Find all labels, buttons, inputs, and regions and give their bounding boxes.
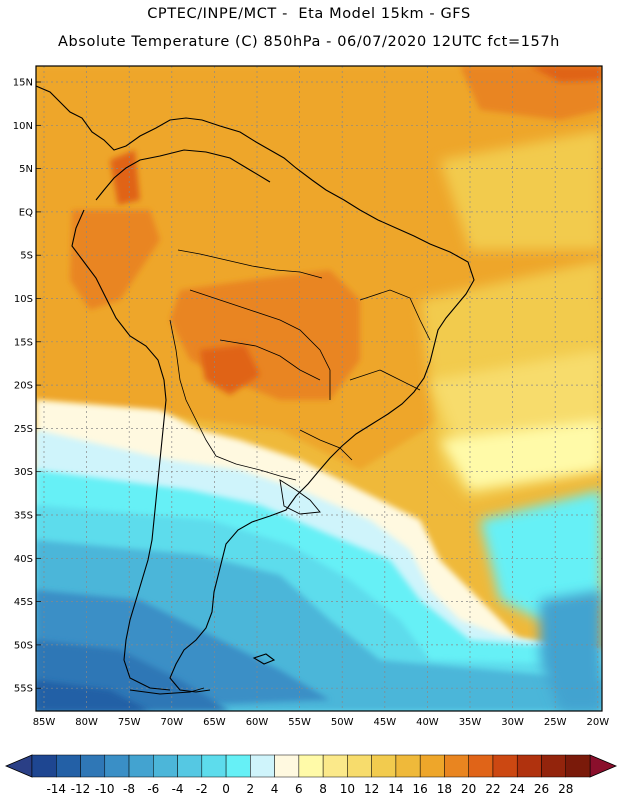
lat-label: 55S <box>14 684 33 695</box>
lat-label: 35S <box>14 511 33 522</box>
colorbar-label: 26 <box>534 782 549 796</box>
lon-label: 35W <box>459 717 482 728</box>
colorbar-swatch <box>104 754 130 778</box>
map-frame <box>35 65 603 712</box>
colorbar-swatch <box>395 754 421 778</box>
lat-label: EQ <box>19 207 33 218</box>
colorbar-swatch <box>347 754 372 778</box>
colorbar-swatch <box>153 754 178 778</box>
colorbar-label: 18 <box>437 782 452 796</box>
colorbar-swatch <box>516 754 542 778</box>
lon-label: 65W <box>203 717 226 728</box>
chart-subtitle: Absolute Temperature (C) 850hPa - 06/07/… <box>58 34 560 50</box>
lat-label: 45S <box>14 597 33 608</box>
colorbar-label: 4 <box>271 782 279 796</box>
colorbar-swatch <box>31 754 57 778</box>
colorbar-label: 16 <box>413 782 428 796</box>
colorbar-swatch <box>274 754 300 778</box>
coastlines <box>36 85 475 695</box>
colorbar-label: 24 <box>510 782 525 796</box>
lon-label: 40W <box>416 717 439 728</box>
colorbar-label: 0 <box>222 782 230 796</box>
lon-label: 45W <box>373 717 396 728</box>
lat-label: 5N <box>19 164 33 175</box>
lon-label: 80W <box>75 717 98 728</box>
colorbar-low-arrow <box>4 754 33 778</box>
colorbar-label: 22 <box>485 782 500 796</box>
lon-label: 20W <box>586 717 609 728</box>
colorbar-label: -14 <box>46 782 66 796</box>
colorbar-label: 14 <box>388 782 403 796</box>
colorbar-label: -12 <box>71 782 91 796</box>
lat-label: 40S <box>14 554 33 565</box>
colorbar-swatch <box>177 754 203 778</box>
lat-label: 30S <box>14 467 33 478</box>
colorbar-swatch <box>298 754 324 778</box>
lon-label: 50W <box>331 717 354 728</box>
lon-label: 30W <box>501 717 524 728</box>
colorbar-high-arrow <box>589 754 618 778</box>
colorbar-swatch <box>201 754 227 778</box>
colorbar-label: 2 <box>247 782 255 796</box>
latitude-labels: 15N 10N 5N EQ 5S 10S 15S 20S 25S 30S 35S 40S 45S 50S 5… <box>13 78 33 695</box>
lon-label: 70W <box>160 717 183 728</box>
colorbar-label: -4 <box>172 782 184 796</box>
colorbar-swatch <box>492 754 518 778</box>
colorbar-label: -10 <box>95 782 115 796</box>
lon-label: 55W <box>288 717 311 728</box>
colorbar-swatch <box>225 754 251 778</box>
lon-label: 60W <box>246 717 269 728</box>
lat-label: 50S <box>14 640 33 651</box>
colorbar-swatch <box>444 754 469 778</box>
colorbar-label: -6 <box>147 782 159 796</box>
longitude-labels: 85W 80W 75W 70W 65W 60W 55W 50W 45W 40W 35W 30W 25W 2… <box>33 717 610 728</box>
colorbar-label: 20 <box>461 782 476 796</box>
temperature-field <box>36 66 602 711</box>
colorbar-label: 8 <box>319 782 327 796</box>
lat-label: 15N <box>13 78 33 89</box>
colorbar-swatch <box>468 754 494 778</box>
colorbar-swatch <box>419 754 445 778</box>
colorbar-swatch <box>371 754 397 778</box>
lat-lon-grid <box>36 66 602 711</box>
colorbar-label: 28 <box>558 782 573 796</box>
lat-label: 15S <box>14 337 33 348</box>
lat-label: 25S <box>14 424 33 435</box>
colorbar-swatch <box>56 754 81 778</box>
colorbar-label: -2 <box>196 782 208 796</box>
colorbar-label: 10 <box>340 782 355 796</box>
lat-label: 20S <box>14 381 33 392</box>
lon-label: 85W <box>33 717 56 728</box>
colorbar-swatch <box>565 754 591 778</box>
colorbar-swatch <box>80 754 106 778</box>
colorbar-swatch <box>250 754 275 778</box>
lat-label: 5S <box>20 251 33 262</box>
colorbar-swatch <box>322 754 348 778</box>
lat-label: 10S <box>14 294 33 305</box>
colorbar-label: -8 <box>123 782 135 796</box>
colorbar-swatch <box>128 754 154 778</box>
lon-label: 75W <box>118 717 141 728</box>
lon-label: 25W <box>544 717 567 728</box>
colorbar-label: 12 <box>364 782 379 796</box>
colorbar-label: 6 <box>295 782 303 796</box>
colorbar-swatch <box>541 754 566 778</box>
lat-label: 10N <box>13 121 33 132</box>
chart-title: CPTEC/INPE/MCT - Eta Model 15km - GFS <box>147 6 471 22</box>
colorbar: -14 -12 -10 -8 -6 -4 -2 0 2 4 6 8 10 12 14 16 18 20 22 24 26… <box>4 754 618 796</box>
